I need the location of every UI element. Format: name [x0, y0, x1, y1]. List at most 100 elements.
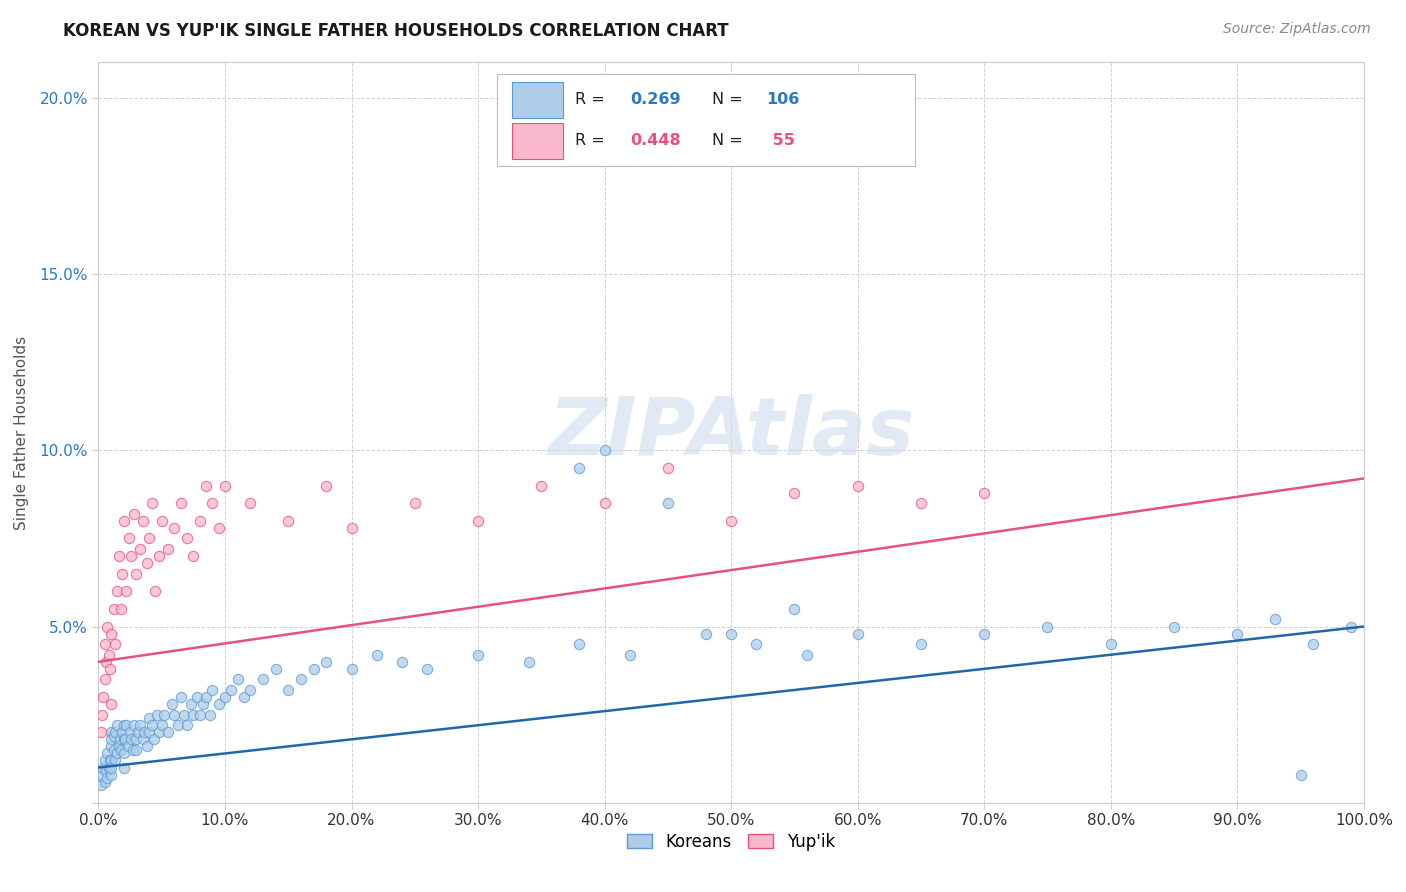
Point — [568, 637, 591, 651]
Point — [619, 648, 641, 662]
Point — [104, 637, 127, 651]
Point — [118, 532, 141, 546]
Point — [90, 778, 112, 792]
Point — [846, 626, 869, 640]
Point — [188, 514, 211, 528]
Point — [110, 602, 132, 616]
Point — [112, 718, 135, 732]
Point — [366, 648, 388, 662]
Point — [176, 532, 198, 546]
Point — [132, 725, 155, 739]
Point — [97, 648, 120, 662]
Point — [720, 514, 742, 528]
Point — [103, 602, 125, 616]
Point — [120, 725, 141, 739]
Point — [138, 725, 160, 739]
Point — [173, 707, 195, 722]
Point — [100, 760, 122, 774]
Point — [264, 662, 287, 676]
Text: N =: N = — [711, 134, 748, 148]
Point — [226, 673, 249, 687]
Point — [145, 707, 167, 722]
Point — [188, 707, 211, 722]
Point — [239, 683, 262, 698]
Point — [910, 496, 932, 510]
Point — [150, 514, 173, 528]
Point — [239, 496, 262, 510]
Point — [91, 707, 114, 722]
Point — [135, 556, 157, 570]
Point — [107, 718, 129, 732]
Point — [141, 718, 163, 732]
Y-axis label: Single Father Households: Single Father Households — [14, 335, 28, 530]
Point — [93, 673, 117, 687]
Point — [198, 707, 221, 722]
Point — [517, 655, 540, 669]
Point — [132, 732, 155, 747]
Point — [593, 496, 616, 510]
Point — [121, 743, 143, 757]
Point — [93, 637, 117, 651]
Point — [107, 584, 129, 599]
Point — [90, 725, 112, 739]
Point — [93, 690, 115, 704]
Point — [1163, 619, 1185, 633]
Point — [277, 683, 299, 698]
Point — [94, 764, 117, 778]
Point — [143, 732, 166, 747]
Point — [100, 697, 122, 711]
Point — [111, 725, 134, 739]
Point — [163, 707, 186, 722]
Point — [100, 739, 122, 754]
Point — [416, 662, 439, 676]
Text: 106: 106 — [766, 92, 800, 107]
Point — [530, 478, 553, 492]
Legend: Koreans, Yup'ik: Koreans, Yup'ik — [620, 826, 842, 857]
Point — [103, 729, 125, 743]
Point — [193, 697, 215, 711]
Point — [796, 648, 818, 662]
Point — [467, 514, 489, 528]
Point — [157, 541, 180, 556]
Point — [208, 521, 231, 535]
Point — [112, 760, 135, 774]
Point — [111, 566, 134, 581]
Point — [1099, 637, 1122, 651]
Point — [100, 732, 122, 747]
Point — [201, 496, 224, 510]
Point — [141, 496, 163, 510]
Point — [315, 478, 337, 492]
Point — [112, 747, 135, 761]
Point — [127, 725, 149, 739]
Text: N =: N = — [711, 92, 748, 107]
Point — [340, 662, 363, 676]
Point — [1036, 619, 1059, 633]
Point — [183, 549, 205, 563]
Point — [98, 662, 121, 676]
Text: KOREAN VS YUP'IK SINGLE FATHER HOUSEHOLDS CORRELATION CHART: KOREAN VS YUP'IK SINGLE FATHER HOUSEHOLD… — [63, 22, 728, 40]
Point — [157, 725, 180, 739]
Point — [783, 602, 806, 616]
Point — [163, 521, 186, 535]
Point — [110, 743, 132, 757]
Point — [302, 662, 325, 676]
Text: 55: 55 — [766, 134, 794, 148]
FancyBboxPatch shape — [512, 123, 562, 159]
Point — [391, 655, 413, 669]
Point — [93, 760, 115, 774]
Point — [153, 707, 176, 722]
Point — [98, 754, 121, 768]
Point — [93, 774, 117, 789]
Point — [720, 626, 742, 640]
Point — [169, 690, 191, 704]
Point — [115, 718, 138, 732]
Point — [1340, 619, 1362, 633]
Point — [97, 760, 120, 774]
Point — [107, 739, 129, 754]
Point — [1264, 612, 1286, 626]
Point — [112, 514, 135, 528]
Point — [125, 566, 148, 581]
Text: R =: R = — [575, 92, 610, 107]
Point — [201, 683, 224, 698]
Point — [167, 718, 190, 732]
